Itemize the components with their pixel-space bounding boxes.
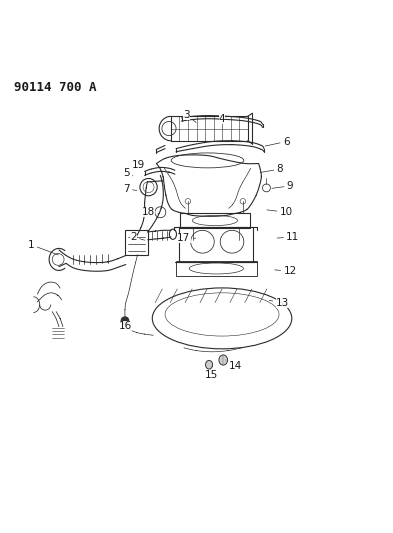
Text: 90114 700 A: 90114 700 A xyxy=(14,81,96,94)
Ellipse shape xyxy=(206,360,213,369)
Text: 16: 16 xyxy=(118,321,132,331)
Text: 14: 14 xyxy=(226,360,242,370)
Text: 15: 15 xyxy=(205,367,218,379)
Bar xyxy=(179,227,253,262)
Text: 9: 9 xyxy=(272,181,293,191)
Text: 8: 8 xyxy=(260,164,283,174)
Text: 19: 19 xyxy=(132,160,145,170)
Text: 17: 17 xyxy=(177,233,196,243)
Bar xyxy=(171,116,248,141)
Text: 10: 10 xyxy=(267,207,293,217)
Circle shape xyxy=(121,317,129,325)
Text: 13: 13 xyxy=(269,297,289,308)
Text: 18: 18 xyxy=(142,207,159,217)
Text: 11: 11 xyxy=(277,232,299,242)
Bar xyxy=(125,230,148,255)
Text: 5: 5 xyxy=(123,168,133,179)
Bar xyxy=(176,261,257,276)
Text: 3: 3 xyxy=(184,110,196,123)
Text: 7: 7 xyxy=(123,184,137,193)
Bar xyxy=(180,213,250,228)
Text: 2: 2 xyxy=(130,232,145,242)
Text: 6: 6 xyxy=(265,136,289,147)
Ellipse shape xyxy=(219,355,228,365)
Text: 12: 12 xyxy=(275,266,297,276)
Text: 1: 1 xyxy=(28,240,58,255)
Text: 4: 4 xyxy=(219,114,225,127)
